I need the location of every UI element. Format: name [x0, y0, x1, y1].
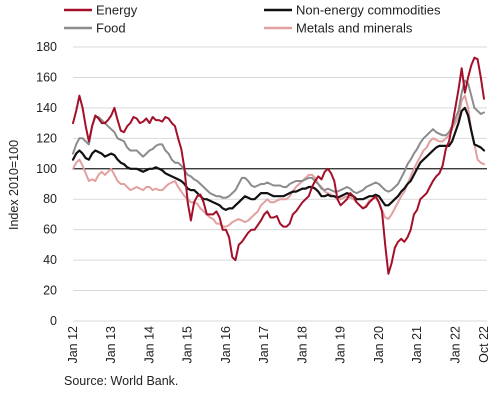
legend-label-food: Food — [96, 21, 126, 36]
series-line-metals-and-minerals — [72, 94, 485, 228]
y-tick-label: 80 — [43, 192, 57, 206]
y-tick-label: 180 — [36, 40, 57, 54]
y-tick-label: 40 — [43, 253, 57, 267]
legend-label-energy: Energy — [96, 3, 138, 18]
x-tick-label: Jan 15 — [181, 326, 195, 364]
x-tick-label: Jan 16 — [219, 326, 233, 364]
legend: Energy Non-energy commodities Food Metals a… — [64, 3, 441, 36]
series-line-food — [72, 79, 485, 199]
y-tick-label: 160 — [36, 70, 57, 84]
x-tick-label: Jan 18 — [295, 326, 309, 364]
y-tick-label: 0 — [50, 314, 57, 328]
x-tick-label: Jan 17 — [257, 326, 271, 364]
x-tick-label: Jan 14 — [142, 326, 156, 364]
legend-label-non-energy-commodities: Non-energy commodities — [296, 3, 441, 18]
series-lines — [71, 56, 486, 275]
x-tick-label: Jan 13 — [104, 326, 118, 364]
legend-label-metals-and-minerals: Metals and minerals — [296, 21, 413, 36]
source-note: Source: World Bank. — [64, 374, 179, 388]
x-tick-label: Jan 22 — [448, 326, 462, 364]
y-tick-label: 120 — [36, 131, 57, 145]
y-tick-label: 140 — [36, 101, 57, 115]
x-tick-label: Jan 19 — [334, 326, 348, 364]
x-tick-label: Jan 21 — [410, 326, 424, 364]
series-line-non-energy-commodities — [71, 106, 486, 211]
y-tick-label: 100 — [36, 162, 57, 176]
series-line-energy — [72, 56, 485, 275]
y-tick-label: 20 — [43, 284, 57, 298]
x-tick-label: Jan 20 — [372, 326, 386, 364]
axes: 0 20 40 60 80 100 120 140 160 180 Jan 12 Jan 13 Jan … — [36, 40, 490, 364]
x-tick-label: Oct 22 — [477, 326, 490, 363]
y-axis-label: Index 2010=100 — [7, 140, 21, 230]
y-tick-label: 60 — [43, 223, 57, 237]
x-tick-label: Jan 12 — [66, 326, 80, 364]
